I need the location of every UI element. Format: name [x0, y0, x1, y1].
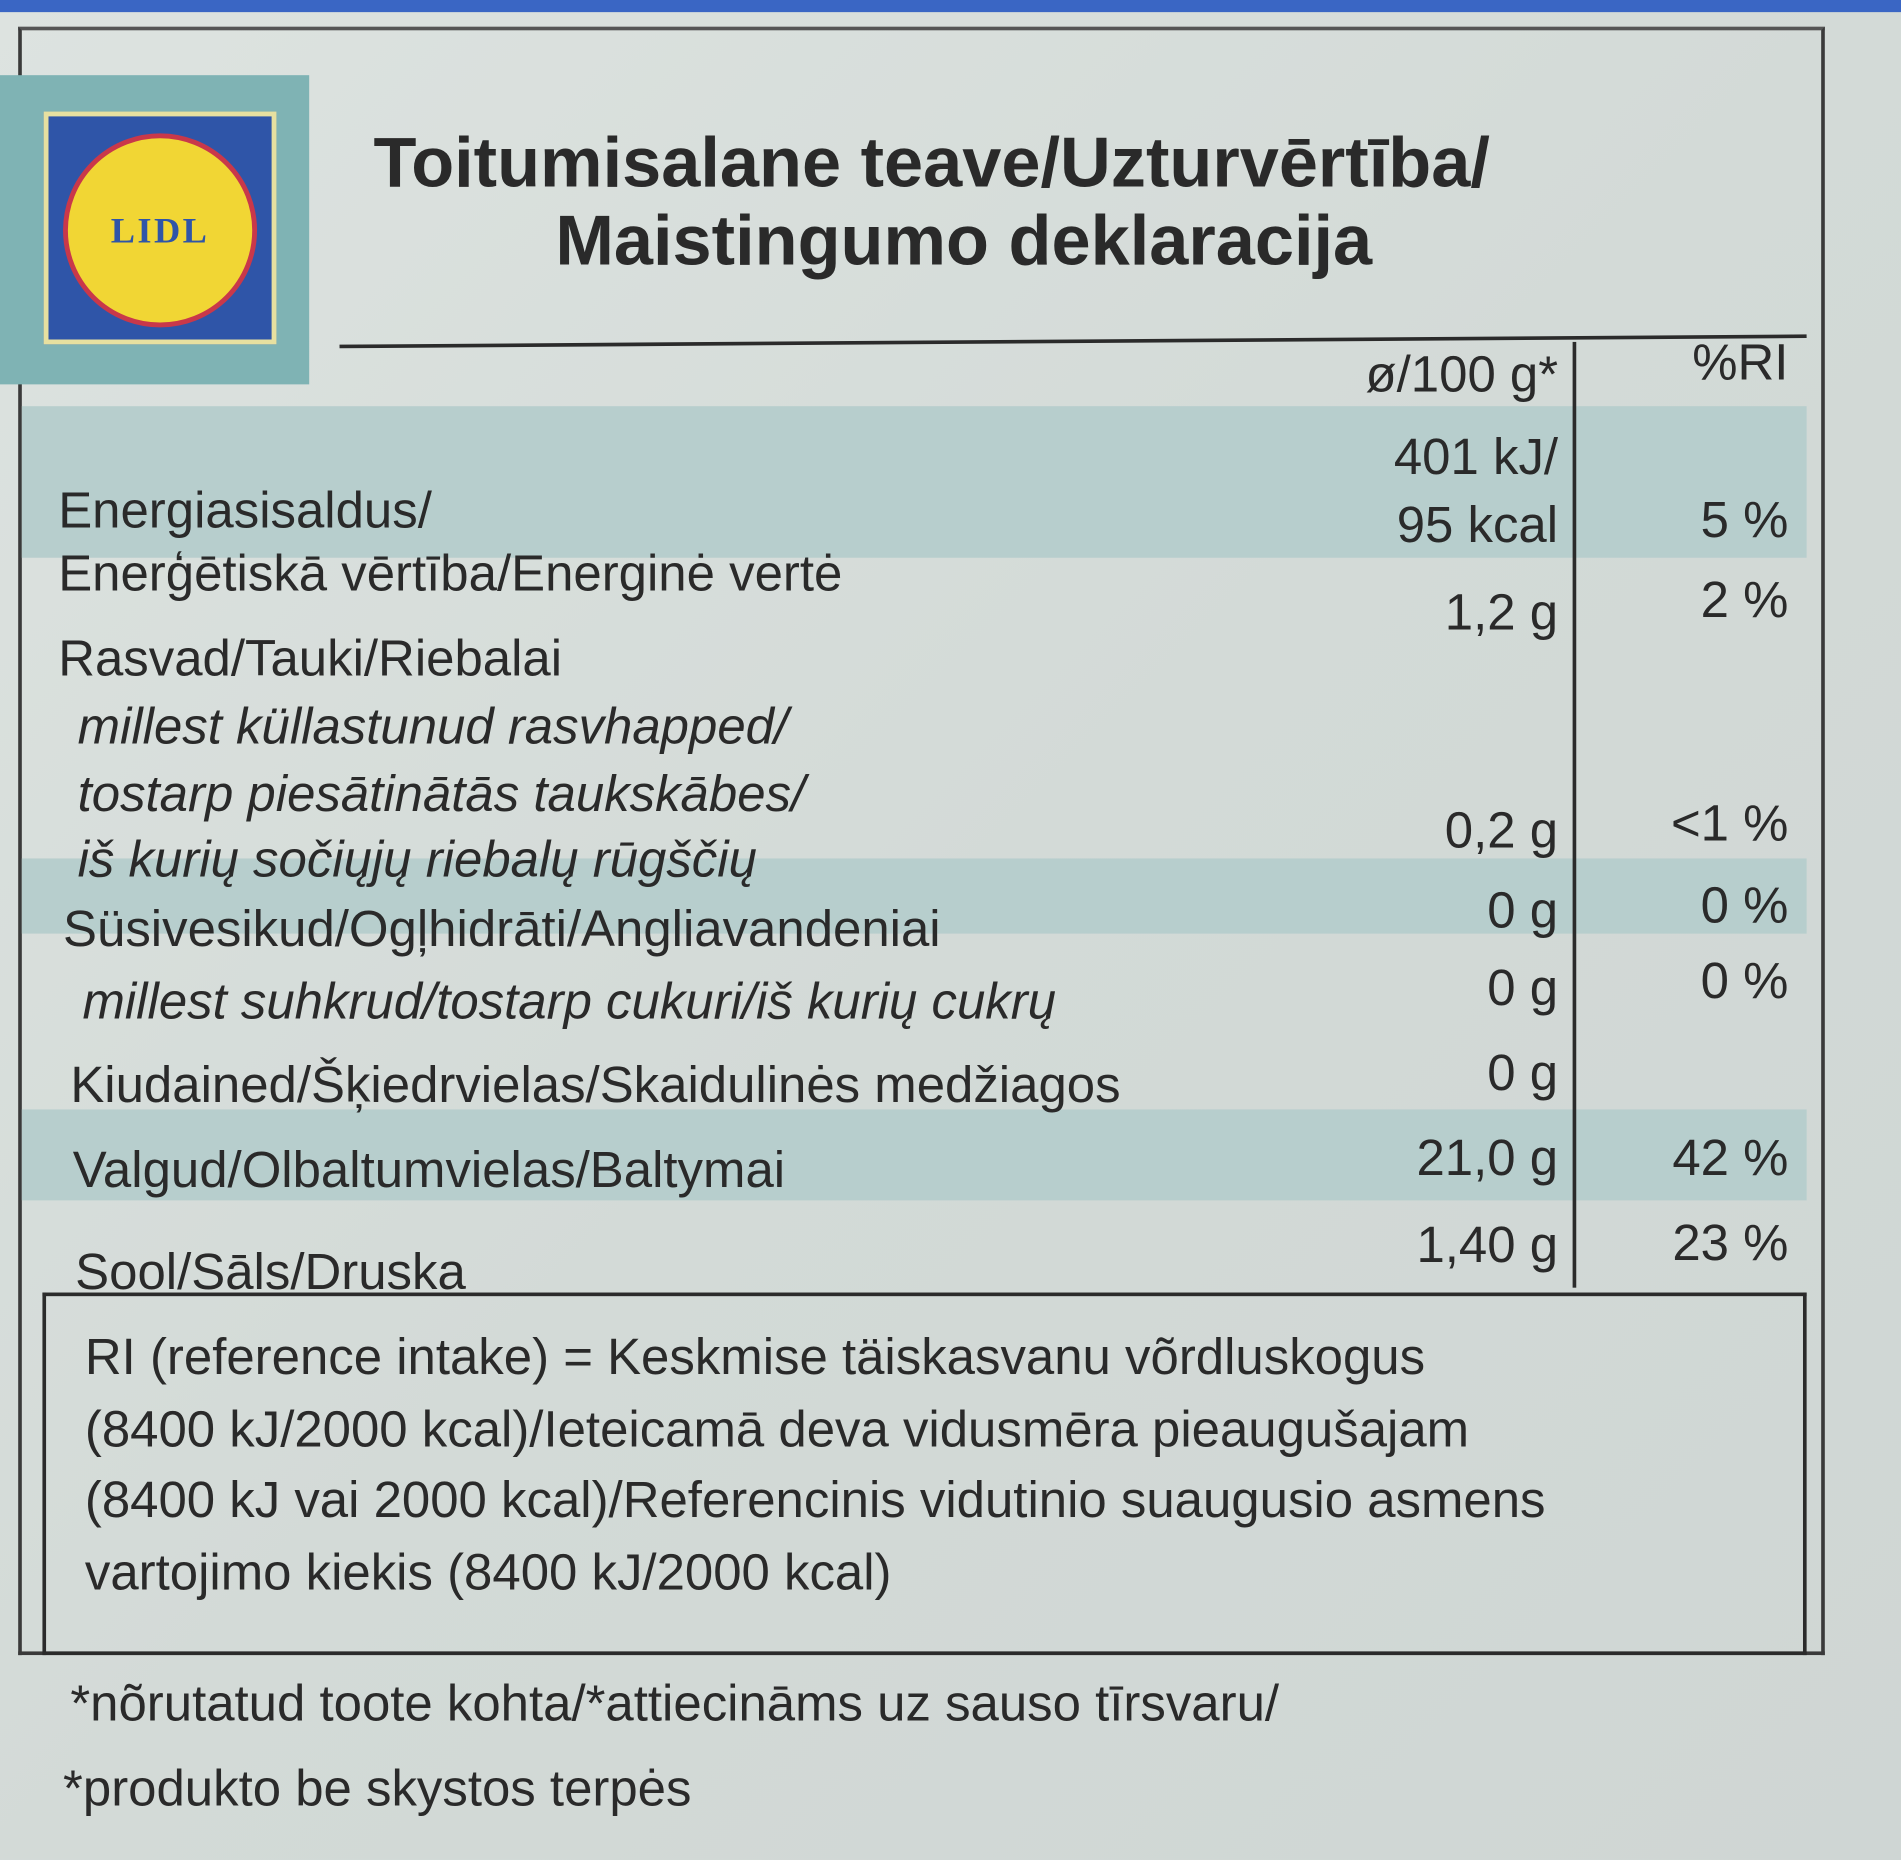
row-value: 0,2 g: [1444, 801, 1559, 859]
title-line: Maistingumo deklaracija: [555, 201, 1373, 281]
row-ri: 23 %: [1672, 1213, 1789, 1271]
row-label: Sool/Sāls/Druska: [75, 1242, 466, 1300]
row-label: millest suhkrud/tostarp cukuri/iš kurių …: [82, 972, 1057, 1030]
row-label: Rasvad/Tauki/Riebalai: [58, 629, 563, 687]
note-line: (8400 kJ/2000 kcal)/Ieteicamā deva vidus…: [84, 1400, 1470, 1458]
note-line: vartojimo kiekis (8400 kJ/2000 kcal): [84, 1543, 892, 1601]
row-band: [21, 406, 1807, 558]
row-value: 0 g: [1487, 881, 1559, 939]
row-value: 1,40 g: [1416, 1216, 1559, 1274]
row-ri: 42 %: [1672, 1128, 1789, 1186]
note-line: (8400 kJ vai 2000 kcal)/Referencinis vid…: [84, 1470, 1546, 1528]
logo-text: LIDL: [110, 210, 210, 251]
row-label: Süsivesikud/Ogļhidrāti/Angliavandeniai: [63, 899, 941, 957]
row-value: 1,2 g: [1444, 583, 1559, 641]
footer-line: *produkto be skystos terpės: [63, 1759, 692, 1817]
row-band: [21, 1109, 1807, 1201]
row-label: Enerģētiskā vērtība/Energinė vertė: [58, 544, 843, 602]
blue-strip: [0, 0, 1901, 13]
row-label: Valgud/Olbaltumvielas/Baltymai: [72, 1140, 786, 1198]
row-label: tostarp piesātinātās taukskābes/: [77, 765, 806, 823]
row-ri: 2 %: [1700, 571, 1789, 629]
title-line: Toitumisalane teave/Uzturvērtība/: [373, 123, 1490, 203]
row-band: [21, 858, 1807, 934]
row-ri: 5 %: [1700, 491, 1789, 549]
footer-line: *nõrutatud toote kohta/*attiecināms uz s…: [70, 1674, 1280, 1732]
note-line: RI (reference intake) = Keskmise täiskas…: [84, 1327, 1426, 1385]
logo-circle: [63, 133, 258, 328]
row-value: 0 g: [1487, 1043, 1559, 1101]
row-ri: 0 %: [1700, 951, 1789, 1009]
column-divider: [1572, 341, 1577, 1288]
row-ri: 0 %: [1700, 876, 1789, 934]
note-box: [42, 1292, 1807, 1656]
row-label: Kiudained/Šķiedrvielas/Skaidulinės medži…: [70, 1056, 1121, 1114]
table-rule: [42, 1292, 1807, 1297]
row-value: 401 kJ/: [1393, 428, 1559, 485]
row-value: 21,0 g: [1416, 1128, 1559, 1186]
row-value: 0 g: [1487, 959, 1559, 1017]
row-label: iš kurių sočiųjų riebalų rūgščių: [77, 830, 757, 888]
row-ri: <1 %: [1670, 794, 1789, 852]
row-value: 95 kcal: [1396, 495, 1559, 553]
column-header: %RI: [1692, 333, 1789, 391]
row-label: Energiasisaldus/: [58, 481, 432, 539]
row-label: millest küllastunud rasvhapped/: [77, 697, 789, 755]
column-header: ø/100 g*: [1365, 345, 1559, 403]
